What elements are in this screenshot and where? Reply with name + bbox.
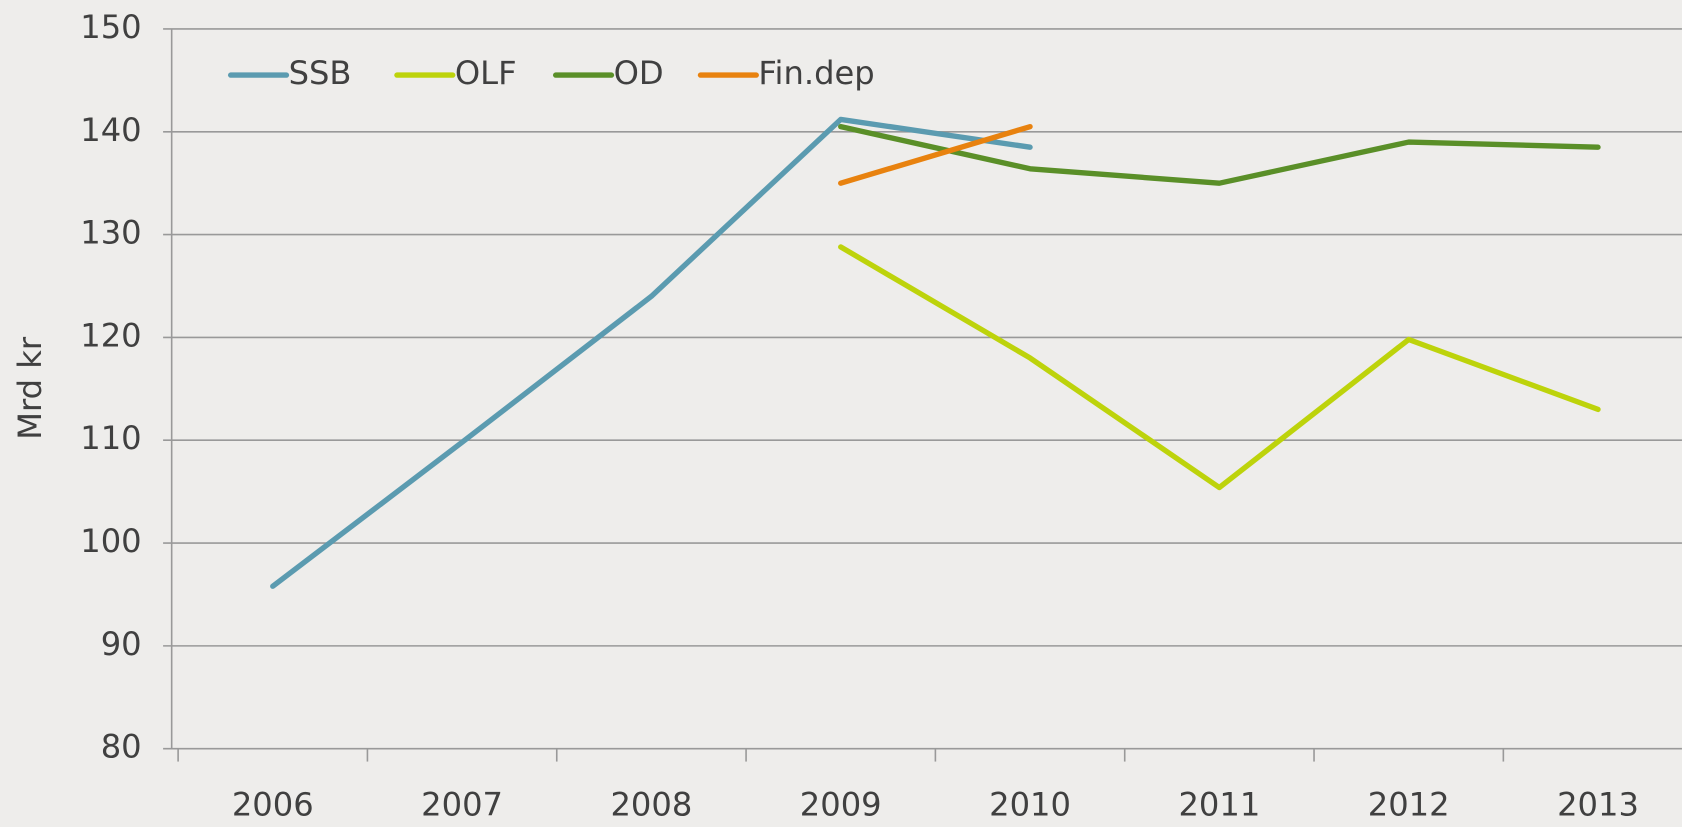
x-tick-label: 2006: [232, 786, 314, 824]
x-tick-label: 2008: [610, 786, 692, 824]
y-tick-label: 80: [101, 728, 142, 766]
legend-label: Fin.dep: [758, 54, 874, 92]
y-tick-label: 150: [80, 8, 141, 46]
x-tick-label: 2011: [1178, 786, 1260, 824]
y-tick-label: 90: [101, 625, 142, 663]
legend-label: SSB: [289, 54, 352, 92]
series-line: [270, 116, 1033, 589]
series-line: [838, 123, 1033, 186]
x-tick-label: 2012: [1368, 786, 1450, 824]
x-tick-label: 2010: [989, 786, 1071, 824]
legend-label: OLF: [455, 54, 517, 92]
y-axis-title: Mrd kr: [11, 336, 49, 440]
x-tick-label: 2013: [1557, 786, 1639, 824]
x-tick-label: 2009: [800, 786, 882, 824]
legend-label: OD: [614, 54, 664, 92]
series-line: [838, 244, 1601, 491]
y-tick-label: 110: [80, 419, 141, 457]
y-tick-label: 100: [80, 522, 141, 560]
x-tick-label: 2007: [421, 786, 503, 824]
y-tick-label: 130: [80, 214, 141, 252]
y-tick-label: 140: [80, 111, 141, 149]
y-tick-label: 120: [80, 316, 141, 354]
series-line: [838, 123, 1601, 186]
